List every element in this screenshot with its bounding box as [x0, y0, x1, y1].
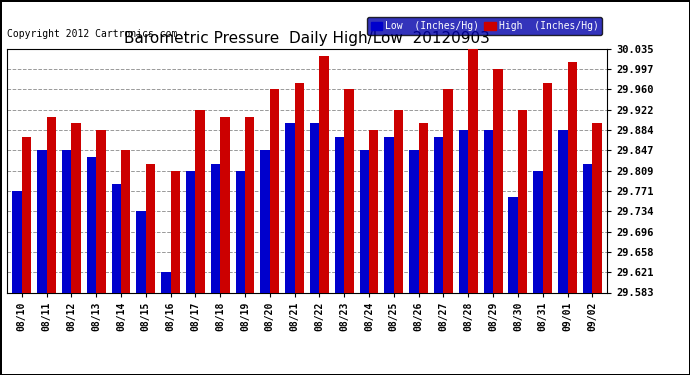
Bar — [518, 110, 527, 292]
Title: Barometric Pressure  Daily High/Low  20120903: Barometric Pressure Daily High/Low 20120… — [124, 31, 490, 46]
Bar — [493, 69, 502, 292]
Bar — [161, 272, 170, 292]
Bar — [220, 117, 230, 292]
Bar — [509, 197, 518, 292]
Bar — [469, 49, 477, 292]
Bar — [186, 171, 195, 292]
Bar — [359, 150, 369, 292]
Bar — [235, 171, 245, 292]
Bar — [419, 123, 428, 292]
Bar — [583, 164, 592, 292]
Bar — [344, 89, 354, 292]
Text: Copyright 2012 Cartronics.com: Copyright 2012 Cartronics.com — [7, 29, 177, 39]
Bar — [87, 157, 96, 292]
Bar — [533, 171, 543, 292]
Bar — [384, 136, 394, 292]
Bar — [37, 150, 47, 292]
Bar — [567, 62, 577, 292]
Bar — [270, 89, 279, 292]
Bar — [47, 117, 56, 292]
Bar — [310, 123, 319, 292]
Bar — [112, 184, 121, 292]
Bar — [285, 123, 295, 292]
Bar — [22, 137, 31, 292]
Bar — [409, 150, 419, 292]
Bar — [592, 123, 602, 292]
Bar — [484, 130, 493, 292]
Bar — [369, 130, 379, 292]
Bar — [62, 150, 71, 292]
Bar — [260, 150, 270, 292]
Bar — [394, 110, 403, 292]
Bar — [96, 130, 106, 292]
Bar — [146, 164, 155, 292]
Legend: Low  (Inches/Hg), High  (Inches/Hg): Low (Inches/Hg), High (Inches/Hg) — [366, 17, 602, 35]
Bar — [434, 137, 444, 292]
Bar — [543, 83, 552, 292]
Bar — [295, 83, 304, 292]
Bar — [137, 211, 146, 292]
Bar — [459, 130, 469, 292]
Bar — [319, 56, 329, 292]
Bar — [121, 150, 130, 292]
Bar — [170, 171, 180, 292]
Bar — [245, 117, 255, 292]
Bar — [558, 130, 567, 292]
Bar — [211, 164, 220, 292]
Bar — [195, 110, 205, 292]
Bar — [444, 89, 453, 292]
Bar — [12, 191, 22, 292]
Bar — [71, 123, 81, 292]
Bar — [335, 136, 344, 292]
